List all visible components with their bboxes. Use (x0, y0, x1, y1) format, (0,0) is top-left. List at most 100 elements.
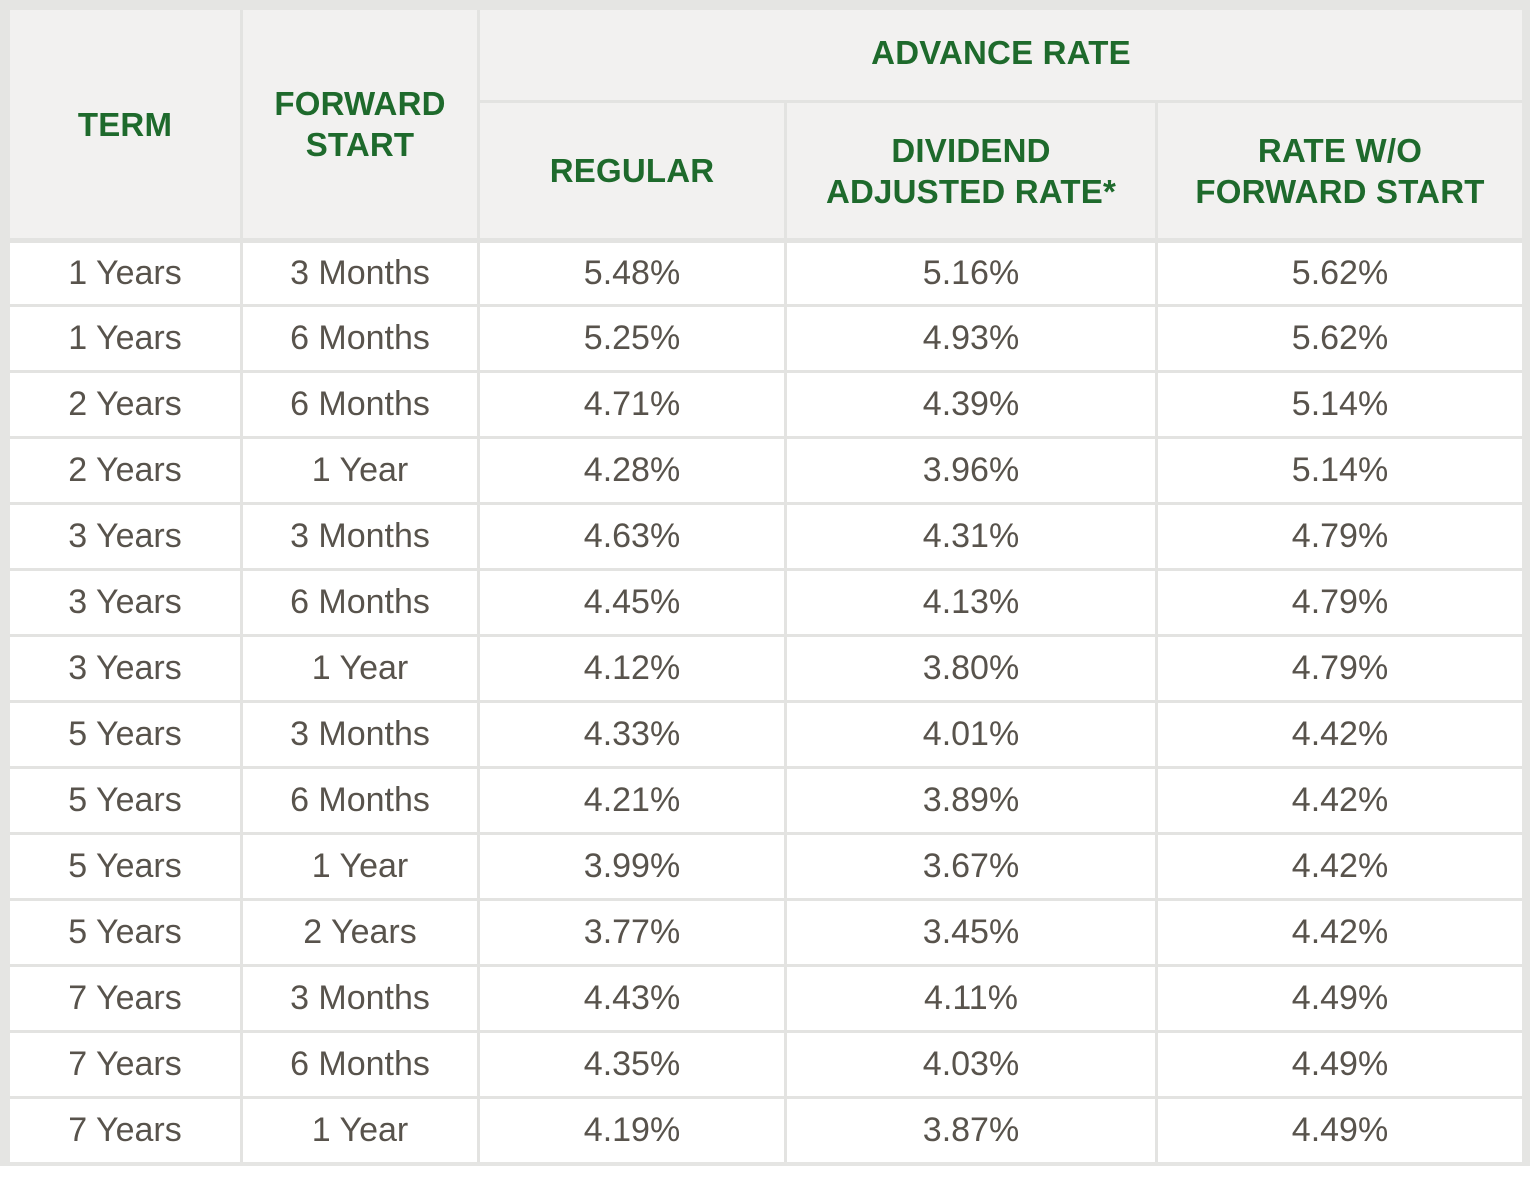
cell-forward-start: 3 Months (240, 700, 477, 766)
header-dividend-adjusted-line-2: ADJUSTED RATE* (825, 172, 1117, 210)
header-rate-wo-forward-line-1: RATE W/O (1257, 131, 1423, 169)
cell-regular: 4.45% (477, 568, 784, 634)
cell-forward-start: 2 Years (240, 898, 477, 964)
cell-regular: 5.25% (477, 304, 784, 370)
cell-forward-start: 1 Year (240, 1096, 477, 1162)
table-row: 3 Years 1 Year 4.12% 3.80% 4.79% (10, 634, 1522, 700)
table-row: 1 Years 3 Months 5.48% 5.16% 5.62% (10, 238, 1522, 304)
cell-rate-wo-forward: 4.42% (1155, 832, 1522, 898)
table-row: 3 Years 3 Months 4.63% 4.31% 4.79% (10, 502, 1522, 568)
cell-forward-start: 1 Year (240, 634, 477, 700)
table-row: 5 Years 2 Years 3.77% 3.45% 4.42% (10, 898, 1522, 964)
cell-dividend-adjusted: 3.45% (784, 898, 1155, 964)
cell-term: 7 Years (10, 964, 240, 1030)
header-regular: REGULAR (477, 103, 784, 238)
table-row: 5 Years 6 Months 4.21% 3.89% 4.42% (10, 766, 1522, 832)
cell-regular: 4.63% (477, 502, 784, 568)
table-row: 3 Years 6 Months 4.45% 4.13% 4.79% (10, 568, 1522, 634)
advance-rate-table: TERM FORWARD START ADVANCE RATE REGULAR … (10, 10, 1522, 1162)
cell-forward-start: 3 Months (240, 238, 477, 304)
cell-regular: 4.33% (477, 700, 784, 766)
cell-rate-wo-forward: 5.62% (1155, 304, 1522, 370)
table-frame: TERM FORWARD START ADVANCE RATE REGULAR … (0, 0, 1530, 1166)
cell-term: 3 Years (10, 502, 240, 568)
cell-dividend-adjusted: 4.01% (784, 700, 1155, 766)
header-dividend-adjusted: DIVIDEND ADJUSTED RATE* (784, 103, 1155, 238)
cell-dividend-adjusted: 4.13% (784, 568, 1155, 634)
header-term-label: TERM (77, 105, 173, 143)
cell-dividend-adjusted: 4.31% (784, 502, 1155, 568)
cell-forward-start: 6 Months (240, 766, 477, 832)
cell-term: 5 Years (10, 766, 240, 832)
cell-rate-wo-forward: 4.49% (1155, 1030, 1522, 1096)
table-row: 2 Years 1 Year 4.28% 3.96% 5.14% (10, 436, 1522, 502)
cell-dividend-adjusted: 5.16% (784, 238, 1155, 304)
cell-dividend-adjusted: 4.11% (784, 964, 1155, 1030)
cell-term: 3 Years (10, 568, 240, 634)
table-row: 7 Years 3 Months 4.43% 4.11% 4.49% (10, 964, 1522, 1030)
cell-regular: 4.35% (477, 1030, 784, 1096)
cell-rate-wo-forward: 4.79% (1155, 634, 1522, 700)
cell-rate-wo-forward: 4.42% (1155, 898, 1522, 964)
cell-forward-start: 1 Year (240, 832, 477, 898)
cell-regular: 4.28% (477, 436, 784, 502)
table-body: 1 Years 3 Months 5.48% 5.16% 5.62% 1 Years 6 M… (10, 238, 1522, 1162)
cell-rate-wo-forward: 5.62% (1155, 238, 1522, 304)
cell-rate-wo-forward: 4.79% (1155, 502, 1522, 568)
table-row: 2 Years 6 Months 4.71% 4.39% 5.14% (10, 370, 1522, 436)
cell-regular: 5.48% (477, 238, 784, 304)
table-row: 7 Years 6 Months 4.35% 4.03% 4.49% (10, 1030, 1522, 1096)
cell-term: 1 Years (10, 304, 240, 370)
cell-term: 5 Years (10, 832, 240, 898)
cell-rate-wo-forward: 4.49% (1155, 964, 1522, 1030)
cell-term: 1 Years (10, 238, 240, 304)
table-row: 7 Years 1 Year 4.19% 3.87% 4.49% (10, 1096, 1522, 1162)
cell-rate-wo-forward: 4.42% (1155, 700, 1522, 766)
table-row: 5 Years 1 Year 3.99% 3.67% 4.42% (10, 832, 1522, 898)
cell-rate-wo-forward: 5.14% (1155, 370, 1522, 436)
table-row: 5 Years 3 Months 4.33% 4.01% 4.42% (10, 700, 1522, 766)
header-advance-rate-label: ADVANCE RATE (871, 33, 1131, 71)
cell-dividend-adjusted: 3.67% (784, 832, 1155, 898)
cell-dividend-adjusted: 4.93% (784, 304, 1155, 370)
cell-dividend-adjusted: 4.03% (784, 1030, 1155, 1096)
cell-term: 2 Years (10, 436, 240, 502)
header-term: TERM (10, 10, 240, 238)
header-advance-rate: ADVANCE RATE (477, 10, 1522, 103)
header-rate-wo-forward: RATE W/O FORWARD START (1155, 103, 1522, 238)
cell-forward-start: 6 Months (240, 1030, 477, 1096)
cell-term: 3 Years (10, 634, 240, 700)
table-row: 1 Years 6 Months 5.25% 4.93% 5.62% (10, 304, 1522, 370)
cell-term: 2 Years (10, 370, 240, 436)
cell-dividend-adjusted: 3.80% (784, 634, 1155, 700)
table-header: TERM FORWARD START ADVANCE RATE REGULAR … (10, 10, 1522, 238)
cell-forward-start: 6 Months (240, 568, 477, 634)
cell-term: 7 Years (10, 1030, 240, 1096)
cell-term: 5 Years (10, 898, 240, 964)
cell-forward-start: 1 Year (240, 436, 477, 502)
cell-forward-start: 6 Months (240, 370, 477, 436)
cell-dividend-adjusted: 3.89% (784, 766, 1155, 832)
cell-term: 7 Years (10, 1096, 240, 1162)
cell-dividend-adjusted: 3.96% (784, 436, 1155, 502)
cell-forward-start: 3 Months (240, 502, 477, 568)
cell-regular: 4.43% (477, 964, 784, 1030)
header-rate-wo-forward-line-2: FORWARD START (1195, 172, 1485, 210)
cell-rate-wo-forward: 5.14% (1155, 436, 1522, 502)
cell-regular: 4.21% (477, 766, 784, 832)
cell-regular: 4.12% (477, 634, 784, 700)
cell-regular: 4.71% (477, 370, 784, 436)
header-forward-start-line-1: FORWARD (274, 85, 446, 122)
cell-rate-wo-forward: 4.42% (1155, 766, 1522, 832)
cell-dividend-adjusted: 4.39% (784, 370, 1155, 436)
header-forward-start: FORWARD START (240, 10, 477, 238)
header-dividend-adjusted-line-1: DIVIDEND (891, 131, 1051, 169)
cell-term: 5 Years (10, 700, 240, 766)
cell-dividend-adjusted: 3.87% (784, 1096, 1155, 1162)
cell-forward-start: 3 Months (240, 964, 477, 1030)
cell-rate-wo-forward: 4.79% (1155, 568, 1522, 634)
cell-regular: 3.99% (477, 832, 784, 898)
header-regular-label: REGULAR (549, 152, 715, 189)
header-forward-start-line-2: START (305, 126, 415, 163)
cell-regular: 4.19% (477, 1096, 784, 1162)
